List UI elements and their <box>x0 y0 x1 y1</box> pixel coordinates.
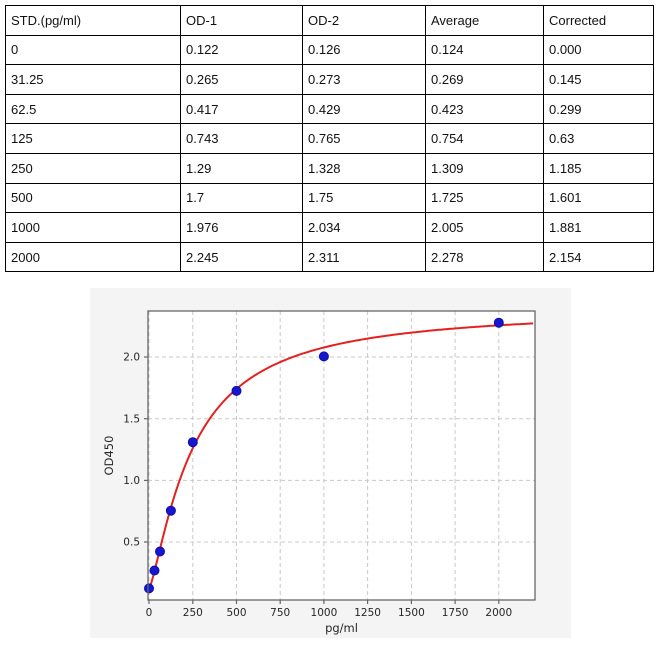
table-cell: 31.25 <box>5 64 181 95</box>
data-point <box>149 565 160 576</box>
table-cell: 2.245 <box>180 241 303 273</box>
table-cell: 1.601 <box>543 182 654 214</box>
table-row: 0 0.122 0.126 0.124 0.000 <box>5 34 654 66</box>
table-cell: 0.417 <box>180 93 303 125</box>
data-point <box>493 317 504 328</box>
x-tick-label: 0 <box>146 607 153 619</box>
table-cell: 2.154 <box>543 241 654 273</box>
x-tick-label: 750 <box>270 607 290 619</box>
table-cell: 1.725 <box>425 182 544 214</box>
table-cell: 2.005 <box>425 212 544 243</box>
x-tick-label: 1000 <box>311 607 338 619</box>
table-cell: 0.754 <box>425 123 544 154</box>
table-cell: 0.145 <box>543 64 654 95</box>
table-cell: 250 <box>5 152 181 184</box>
table-cell: 0.000 <box>543 34 654 66</box>
table-cell: 0.124 <box>425 34 544 66</box>
table-cell: 125 <box>5 123 181 154</box>
data-point <box>155 546 165 557</box>
table-cell: 1.881 <box>543 212 654 243</box>
x-tick-label: 250 <box>183 607 203 619</box>
x-tick-label: 1750 <box>442 607 469 619</box>
table-cell: 500 <box>5 182 181 214</box>
x-tick-label: 500 <box>226 607 246 619</box>
table-row: 500 1.7 1.75 1.725 1.601 <box>5 182 654 214</box>
table-cell: 0.743 <box>180 123 303 154</box>
data-point <box>144 583 154 594</box>
y-tick-label: 1.5 <box>123 413 140 425</box>
x-tick-label: 2000 <box>485 607 512 619</box>
table-cell: 1.75 <box>302 182 426 214</box>
table-cell: 0.429 <box>302 93 426 125</box>
table-cell: 2.278 <box>425 241 544 273</box>
table-cell: 1.328 <box>302 152 426 184</box>
plot-area <box>148 311 535 600</box>
table-cell: 1.7 <box>180 182 303 214</box>
table-row: 31.25 0.265 0.273 0.269 0.145 <box>5 64 654 95</box>
table-header-cell: OD-1 <box>180 5 303 36</box>
table-cell: 0.269 <box>425 64 544 95</box>
table-cell: 1.976 <box>180 212 303 243</box>
x-axis-label: pg/ml <box>325 621 358 635</box>
table-header-row: STD.(pg/ml) OD-1 OD-2 Average Corrected <box>5 5 654 36</box>
data-point <box>318 351 329 362</box>
table-cell: 0.299 <box>543 93 654 125</box>
table-header-cell: Corrected <box>543 5 654 36</box>
table-row: 62.5 0.417 0.429 0.423 0.299 <box>5 93 654 125</box>
chart-figure: 0 250 500 750 1000 1250 1500 1750 2000 0.5 1.0 1.5 2… <box>90 288 571 638</box>
table-cell: 0.273 <box>302 64 426 95</box>
table-row: 2000 2.245 2.311 2.278 2.154 <box>5 241 654 273</box>
standard-curve-chart: 0 250 500 750 1000 1250 1500 1750 2000 0.5 1.0 1.5 2… <box>90 288 571 638</box>
table-cell: 2000 <box>5 241 181 273</box>
y-tick-label: 2.0 <box>123 352 140 364</box>
table-header-cell: STD.(pg/ml) <box>5 5 181 36</box>
plot-frame <box>147 310 536 601</box>
table-row: 125 0.743 0.765 0.754 0.63 <box>5 123 654 154</box>
x-tick-label: 1500 <box>398 607 425 619</box>
table-cell: 2.311 <box>302 241 426 273</box>
y-tick-label: 1.0 <box>123 475 140 487</box>
table-cell: 0.765 <box>302 123 426 154</box>
data-point <box>231 385 242 396</box>
data-point <box>165 505 176 516</box>
x-tick-label: 1250 <box>354 607 381 619</box>
table-cell: 0.122 <box>180 34 303 66</box>
table-cell: 1.29 <box>180 152 303 184</box>
table-header-cell: OD-2 <box>302 5 426 36</box>
table-cell: 0.126 <box>302 34 426 66</box>
table-cell: 0.423 <box>425 93 544 125</box>
table-cell: 62.5 <box>5 93 181 125</box>
table-cell: 1000 <box>5 212 181 243</box>
y-axis-label: OD450 <box>102 436 116 476</box>
table-cell: 2.034 <box>302 212 426 243</box>
table-cell: 0.63 <box>543 123 654 154</box>
standards-table: STD.(pg/ml) OD-1 OD-2 Average Corrected 0 0.1… <box>5 5 654 273</box>
y-tick-label: 0.5 <box>123 537 140 549</box>
table-cell: 1.309 <box>425 152 544 184</box>
table-cell: 0 <box>5 34 181 66</box>
table-cell: 0.265 <box>180 64 303 95</box>
data-point <box>187 437 198 448</box>
table-row: 1000 1.976 2.034 2.005 1.881 <box>5 212 654 243</box>
table-cell: 1.185 <box>543 152 654 184</box>
fit-curve-line <box>148 322 534 590</box>
table-row: 250 1.29 1.328 1.309 1.185 <box>5 152 654 184</box>
table-header-cell: Average <box>425 5 544 36</box>
